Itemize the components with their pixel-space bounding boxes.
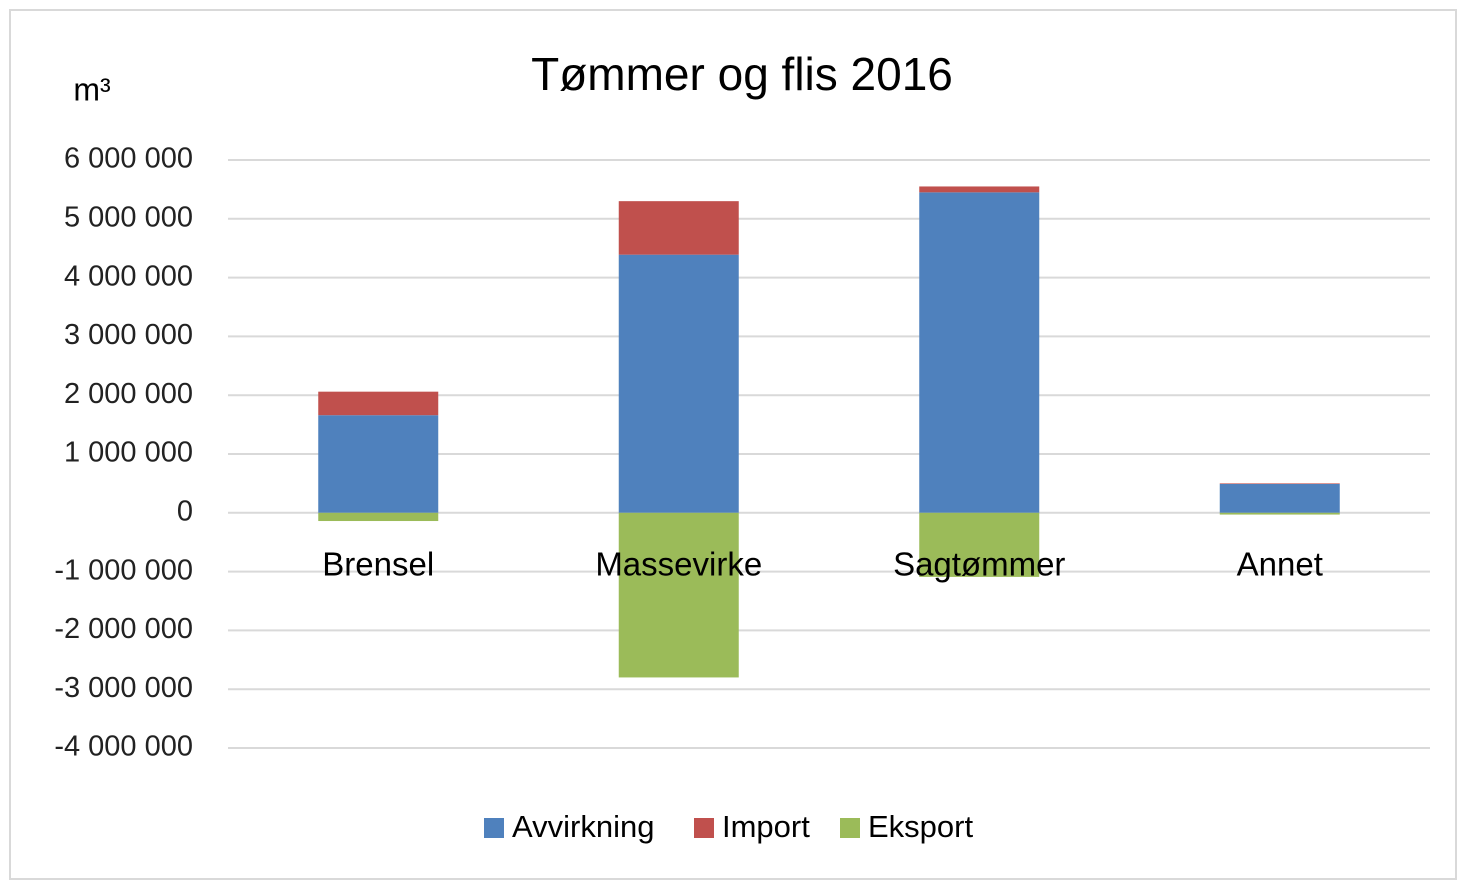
x-tick-label: Brensel: [322, 546, 434, 583]
y-tick-label: 1 000 000: [64, 437, 193, 469]
bar-segment: [1219, 512, 1340, 515]
y-tick-label: 3 000 000: [64, 319, 193, 351]
legend-swatch: [694, 818, 714, 838]
y-axis-label: m³: [73, 71, 111, 107]
legend-label: Avvirkning: [512, 809, 654, 844]
legend-label: Eksport: [868, 809, 973, 844]
y-tick-label: 2 000 000: [64, 378, 193, 410]
y-tick-label: -4 000 000: [54, 731, 193, 763]
x-tick-label: Massevirke: [595, 546, 762, 583]
y-tick-label: -3 000 000: [54, 672, 193, 704]
bar-segment: [318, 415, 439, 513]
legend-swatch: [484, 818, 504, 838]
x-tick-label: Sagtømmer: [893, 546, 1065, 583]
bar-segment: [1219, 483, 1340, 484]
chart-title: Tømmer og flis 2016: [531, 48, 953, 100]
y-tick-label: 0: [177, 495, 193, 527]
y-tick-label: -2 000 000: [54, 613, 193, 645]
bar-segment: [919, 192, 1040, 513]
bar-segment: [618, 201, 739, 255]
y-tick-label: 5 000 000: [64, 201, 193, 233]
bar-segment: [919, 512, 1040, 577]
x-tick-label: Annet: [1237, 546, 1323, 583]
bar-segment: [919, 186, 1040, 193]
legend-label: Import: [722, 809, 810, 844]
y-tick-label: -1 000 000: [54, 554, 193, 586]
bar-segment: [318, 512, 439, 522]
bar-segment: [318, 391, 439, 416]
bar-segment: [618, 512, 739, 678]
bar-segment: [1219, 483, 1340, 513]
legend-swatch: [840, 818, 860, 838]
y-tick-label: 6 000 000: [64, 143, 193, 175]
bar-segment: [618, 254, 739, 513]
y-tick-label: 4 000 000: [64, 260, 193, 292]
